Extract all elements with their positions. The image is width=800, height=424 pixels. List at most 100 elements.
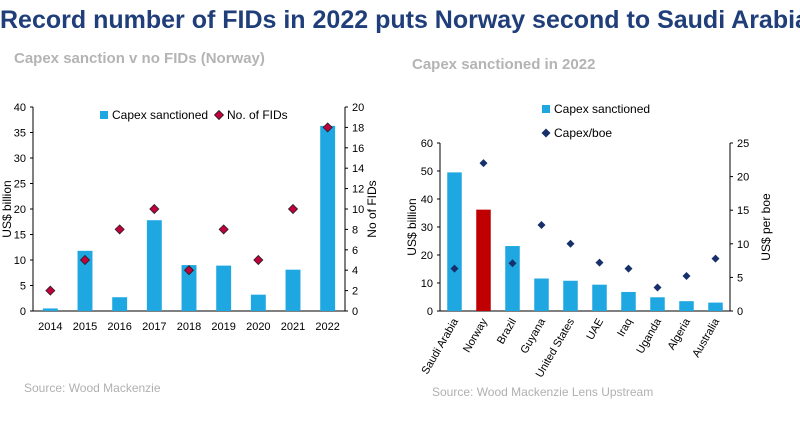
right-x-tick-label: UAE [584,317,606,343]
left-y-tick-label: 40 [14,102,26,114]
right-y2-tick-label: 15 [737,205,749,217]
left-legend-marker-label: No. of FIDs [227,108,288,122]
right-legend-bar-swatch [542,105,550,113]
left-x-tick-label: 2019 [211,321,235,333]
left-chart-title: Capex sanction v no FIDs (Norway) [14,50,265,67]
right-y2-axis-title: US$ per boe [759,193,773,261]
right-chart-title: Capex sanctioned in 2022 [412,56,596,73]
left-y2-tick-label: 2 [352,286,358,298]
right-bar [476,209,491,311]
right-point [711,254,720,263]
left-y-tick-label: 15 [14,230,26,242]
left-y-tick-label: 35 [14,128,26,140]
left-y-tick-label: 5 [20,281,26,293]
right-y-tick-label: 30 [421,222,433,234]
right-y2-tick-label: 20 [737,172,749,184]
left-legend-bar-label: Capex sanctioned [112,108,208,122]
right-x-tick-label: Saudi Arabia [420,316,462,377]
page-title: Record number of FIDs in 2022 puts Norwa… [0,6,800,34]
right-point [450,264,459,273]
left-point [114,224,125,235]
right-point [508,259,517,268]
left-y2-tick-label: 8 [352,224,358,236]
right-point [566,239,575,248]
left-y2-tick-label: 20 [352,102,364,114]
left-chart-source: Source: Wood Mackenzie [24,381,161,395]
left-y2-tick-label: 16 [352,143,364,155]
left-y-tick-label: 25 [14,179,26,191]
left-x-tick-label: 2020 [246,321,270,333]
left-x-tick-label: 2014 [38,321,62,333]
left-bar [181,265,197,311]
right-bar [563,280,578,311]
left-point [183,265,195,276]
left-y-tick-label: 0 [20,306,26,318]
right-y2-tick-label: 25 [737,138,749,150]
left-y2-tick-label: 14 [352,163,364,175]
right-point [682,272,691,281]
left-y-tick-label: 10 [14,255,26,267]
right-y-axis-title: US$ billion [405,198,419,255]
left-bar [42,308,58,311]
right-point [595,258,604,267]
right-x-tick-label: Uganda [634,316,664,356]
left-point [322,122,333,133]
left-y2-axis-title: No of FIDs [365,180,379,237]
left-bar [146,220,162,311]
left-x-tick-label: 2021 [281,321,305,333]
left-x-tick-label: 2022 [315,321,339,333]
right-point [624,264,633,273]
right-y-tick-label: 50 [421,166,433,178]
left-point [218,224,229,235]
right-bar [447,172,462,311]
left-x-tick-label: 2018 [177,321,201,333]
left-legend-bar-swatch [100,111,108,119]
right-y2-tick-label: 0 [737,306,743,318]
left-x-tick-label: 2015 [73,321,97,333]
right-bar [592,284,607,311]
right-x-tick-label: Algeria [666,316,694,352]
left-point [149,203,160,215]
left-point [287,203,299,215]
right-bar [650,297,665,311]
left-bar [250,294,266,311]
right-x-tick-label: Norway [461,316,490,355]
right-y-tick-label: 0 [427,306,433,318]
right-y2-tick-label: 10 [737,239,749,251]
right-y-tick-label: 20 [421,250,433,262]
left-y2-tick-label: 0 [352,306,358,318]
right-bar [621,291,636,311]
right-bar [505,246,520,311]
right-x-tick-label: Australia [690,316,722,360]
left-point [79,254,91,266]
left-bar [285,269,301,311]
right-y-tick-label: 60 [421,138,433,150]
right-legend-marker-swatch [541,128,551,138]
right-y-tick-label: 10 [421,278,433,290]
right-bar [534,278,549,311]
right-point [479,159,488,168]
right-chart-source: Source: Wood Mackenzie Lens Upstream [432,385,654,399]
right-x-tick-label: Iraq [615,317,635,339]
right-point [537,220,546,229]
left-bar [77,250,93,311]
left-y-tick-label: 30 [14,153,26,165]
right-bar [679,301,694,311]
left-y2-tick-label: 10 [352,204,364,216]
left-x-tick-label: 2016 [107,321,131,333]
right-x-tick-label: Guyana [518,316,548,356]
left-bar [320,125,336,312]
right-y2-tick-label: 5 [737,272,743,284]
left-y2-tick-label: 18 [352,122,364,134]
left-point [45,285,56,296]
right-bar [708,302,723,311]
left-x-tick-label: 2017 [142,321,166,333]
right-point [653,283,662,292]
left-y-tick-label: 20 [14,204,26,216]
right-legend-marker-label: Capex/boe [554,126,612,140]
left-legend-marker-swatch [213,109,225,121]
right-x-tick-label: Brazil [495,317,519,347]
left-y2-tick-label: 6 [352,245,358,257]
